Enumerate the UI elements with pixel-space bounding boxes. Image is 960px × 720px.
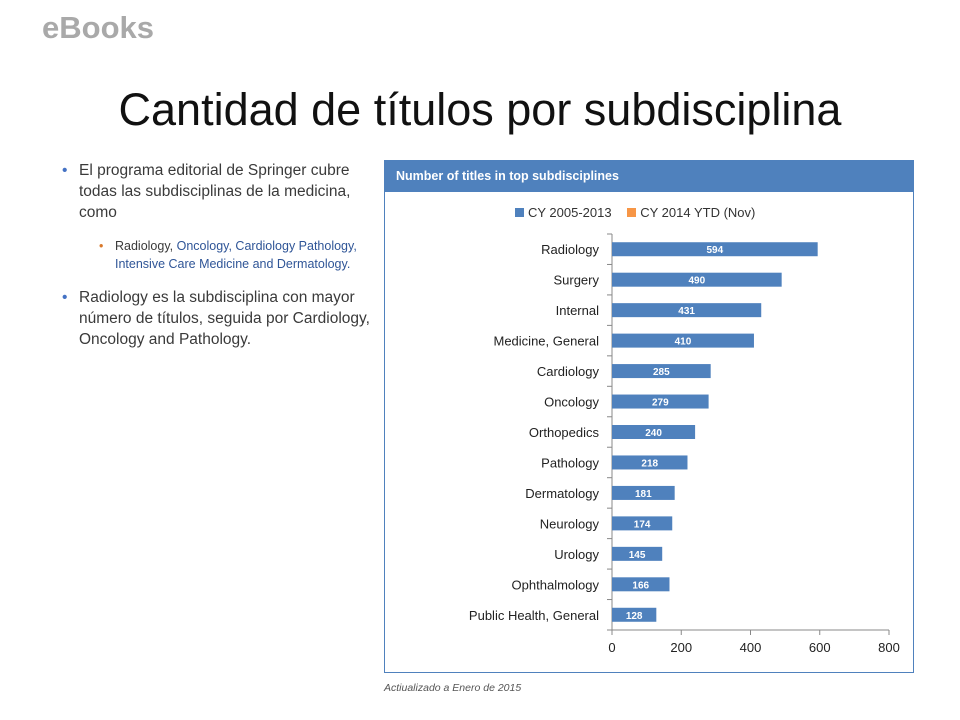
x-tick-label: 600	[809, 640, 831, 655]
section-kicker: eBooks	[42, 10, 154, 45]
x-tick-label: 0	[608, 640, 615, 655]
legend-label-1: CY 2005-2013	[528, 205, 612, 220]
category-label: Internal	[556, 303, 599, 318]
category-label: Radiology	[541, 242, 599, 257]
bar-3	[612, 303, 762, 318]
category-label: Medicine, General	[494, 334, 600, 349]
footnote: Actiualizado a Enero de 2015	[384, 682, 522, 694]
bar-4	[612, 333, 754, 348]
data-label: 410	[675, 337, 692, 348]
bar-10	[612, 516, 673, 531]
bullet-subdisciplines: Radiology, Oncology, Cardiology Patholog…	[99, 237, 374, 273]
data-label: 174	[634, 519, 651, 530]
category-label: Surgery	[553, 273, 599, 288]
data-label: 490	[688, 276, 705, 287]
bullet-subdisciplines-part1: Radiology,	[115, 239, 177, 253]
data-label: 218	[641, 458, 658, 469]
bar-12	[612, 577, 670, 592]
legend-label-2: CY 2014 YTD (Nov)	[640, 205, 756, 220]
category-label: Cardiology	[537, 364, 600, 379]
category-label: Oncology	[544, 395, 599, 410]
data-label: 181	[635, 489, 652, 500]
category-label: Urology	[554, 547, 599, 562]
chart-title: Number of titles in top subdisciplines	[385, 161, 913, 192]
data-label: 240	[645, 428, 662, 439]
category-label: Ophthalmology	[512, 577, 600, 592]
legend-swatch-1	[515, 208, 524, 217]
category-label: Dermatology	[525, 486, 599, 501]
bar-5	[612, 364, 711, 379]
category-label: Public Health, General	[469, 608, 599, 623]
bullet-subdisciplines-part2: Oncology, Cardiology Pathology, Intensiv…	[115, 239, 357, 271]
slide-title: Cantidad de títulos por subdisciplina	[118, 84, 842, 135]
bar-1	[612, 242, 818, 257]
bar-chart-plot: 0 200 400 600 800 Radiology 594 Surgery 490 Inter…	[469, 233, 900, 655]
data-label: 285	[653, 367, 670, 378]
bullet-list: El programa editorial de Springer cubre …	[62, 160, 374, 364]
chart-legend: CY 2005-2013 CY 2014 YTD (Nov)	[515, 205, 767, 220]
bar-11	[612, 546, 663, 561]
bar-7	[612, 425, 696, 439]
category-label: Neurology	[540, 516, 600, 531]
data-label: 128	[626, 611, 643, 622]
legend-item-2: CY 2014 YTD (Nov)	[627, 205, 755, 220]
bullet-intro: El programa editorial de Springer cubre …	[62, 160, 374, 223]
data-label: 431	[678, 306, 695, 317]
bar-6	[612, 394, 709, 409]
legend-swatch-2	[627, 208, 637, 217]
chart-panel: Number of titles in top subdisciplines C…	[384, 160, 914, 673]
bar-8	[612, 455, 688, 470]
category-label: Orthopedics	[529, 425, 600, 440]
legend-item-1: CY 2005-2013	[515, 205, 612, 220]
data-label: 145	[629, 550, 646, 561]
x-tick-label: 400	[740, 640, 762, 655]
data-label: 279	[652, 398, 669, 409]
bar-13	[612, 607, 657, 622]
bullet-conclusion: Radiology es la subdisciplina con mayor …	[62, 287, 374, 350]
x-tick-label: 800	[878, 640, 900, 655]
bar-2	[612, 272, 782, 287]
category-label: Pathology	[541, 455, 599, 470]
x-tick-label: 200	[670, 640, 692, 655]
bar-9	[612, 485, 675, 500]
data-label: 166	[632, 580, 649, 591]
data-label: 594	[706, 245, 723, 256]
